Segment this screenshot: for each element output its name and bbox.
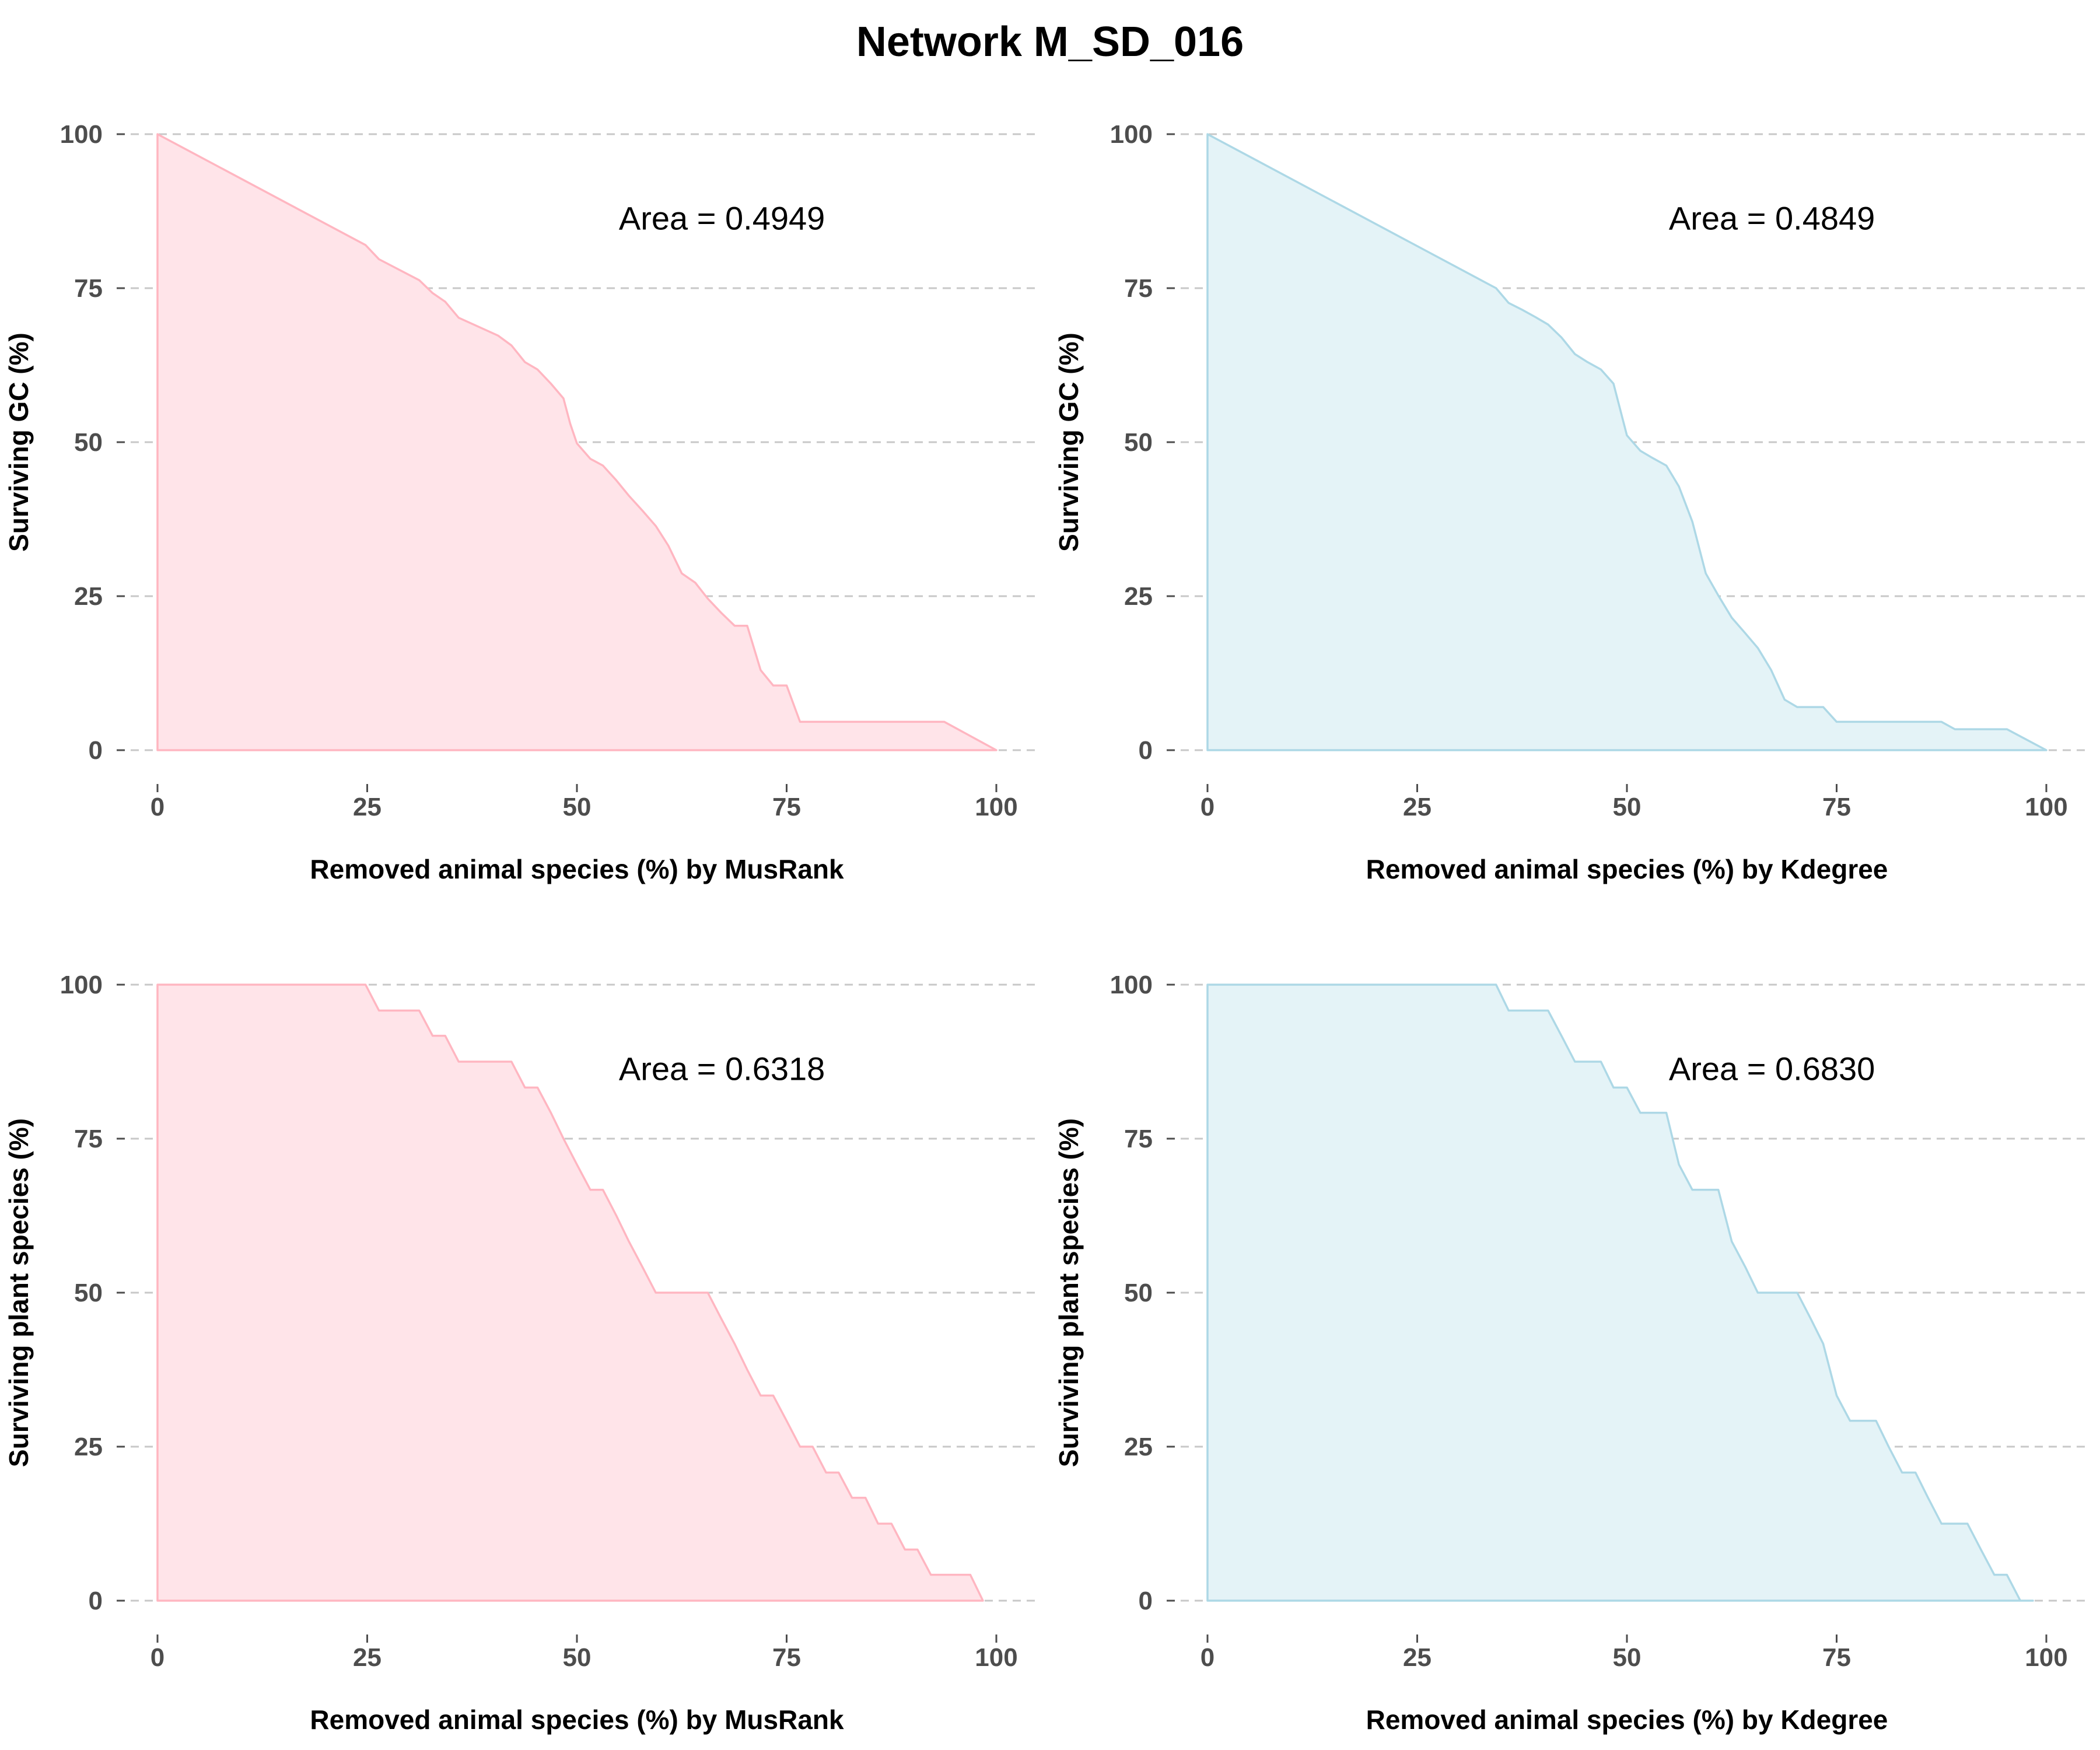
area-annotation: Area = 0.6830 [1669, 1051, 1875, 1087]
x-tick-label: 50 [1613, 793, 1642, 821]
y-tick-label: 100 [1110, 120, 1153, 149]
area-fill [1208, 134, 2046, 750]
y-tick-label: 0 [1139, 1587, 1153, 1615]
area-annotation: Area = 0.4849 [1669, 200, 1875, 237]
area-outline [1206, 984, 2034, 1602]
x-tick-label: 50 [1613, 1643, 1642, 1672]
x-axis-title: Removed animal species (%) by MusRank [310, 1704, 844, 1735]
figure-title: Network M_SD_016 [856, 19, 1244, 65]
area-annotation: Area = 0.4949 [619, 200, 825, 237]
x-axis-title: Removed animal species (%) by Kdegree [1366, 1704, 1888, 1735]
y-tick-label: 25 [1124, 582, 1153, 611]
y-tick-label: 0 [1139, 736, 1153, 765]
y-axis-title: Surviving plant species (%) [4, 1118, 34, 1467]
y-tick-label: 25 [74, 582, 103, 611]
y-axis-title: Surviving plant species (%) [1054, 1118, 1084, 1467]
area-fill [1208, 985, 2033, 1601]
y-tick-label: 50 [74, 1279, 103, 1307]
y-tick-label: 100 [60, 120, 103, 149]
y-tick-label: 50 [1124, 1279, 1153, 1307]
x-tick-label: 75 [772, 1643, 801, 1672]
y-tick-label: 100 [1110, 971, 1153, 999]
area-annotation: Area = 0.6318 [619, 1051, 825, 1087]
x-tick-label: 100 [2025, 1643, 2067, 1672]
x-tick-label: 25 [1403, 793, 1432, 821]
y-tick-label: 0 [89, 1587, 103, 1615]
x-tick-label: 25 [353, 793, 382, 821]
panel-plants-kdegree: 0 25 50 75 100 0 25 50 75 100 Removed animal speci… [1054, 971, 2087, 1735]
area-outline [156, 133, 998, 751]
area-outline [156, 984, 984, 1602]
x-tick-label: 0 [150, 793, 164, 821]
panel-gc-musrank: 0 25 50 75 100 0 25 50 75 100 Removed animal speci… [4, 120, 1037, 884]
x-tick-label: 50 [563, 793, 592, 821]
x-tick-label: 25 [1403, 1643, 1432, 1672]
panel-gc-kdegree: 0 25 50 75 100 0 25 50 75 100 Removed animal speci… [1054, 120, 2087, 884]
y-tick-label: 75 [1124, 1125, 1153, 1153]
x-tick-label: 25 [353, 1643, 382, 1672]
x-tick-label: 0 [150, 1643, 164, 1672]
x-tick-label: 100 [975, 793, 1017, 821]
x-tick-label: 75 [1822, 1643, 1851, 1672]
x-tick-label: 100 [2025, 793, 2067, 821]
y-axis-title: Surviving GC (%) [4, 332, 34, 552]
area-fill [158, 134, 996, 750]
x-axis-title: Removed animal species (%) by MusRank [310, 854, 844, 884]
y-tick-label: 75 [74, 274, 103, 303]
y-tick-label: 75 [1124, 274, 1153, 303]
y-tick-label: 0 [89, 736, 103, 765]
y-axis-title: Surviving GC (%) [1054, 332, 1084, 552]
x-tick-label: 75 [772, 793, 801, 821]
x-tick-label: 100 [975, 1643, 1017, 1672]
x-tick-label: 75 [1822, 793, 1851, 821]
y-tick-label: 25 [74, 1433, 103, 1461]
area-fill [158, 985, 983, 1601]
x-axis-title: Removed animal species (%) by Kdegree [1366, 854, 1888, 884]
y-tick-label: 75 [74, 1125, 103, 1153]
x-tick-label: 0 [1200, 1643, 1214, 1672]
y-tick-label: 25 [1124, 1433, 1153, 1461]
y-tick-label: 50 [1124, 428, 1153, 457]
area-outline [1206, 133, 2048, 751]
y-tick-label: 50 [74, 428, 103, 457]
y-tick-label: 100 [60, 971, 103, 999]
panel-plants-musrank: 0 25 50 75 100 0 25 50 75 100 Removed animal speci… [4, 971, 1037, 1735]
x-tick-label: 50 [563, 1643, 592, 1672]
x-tick-label: 0 [1200, 793, 1214, 821]
